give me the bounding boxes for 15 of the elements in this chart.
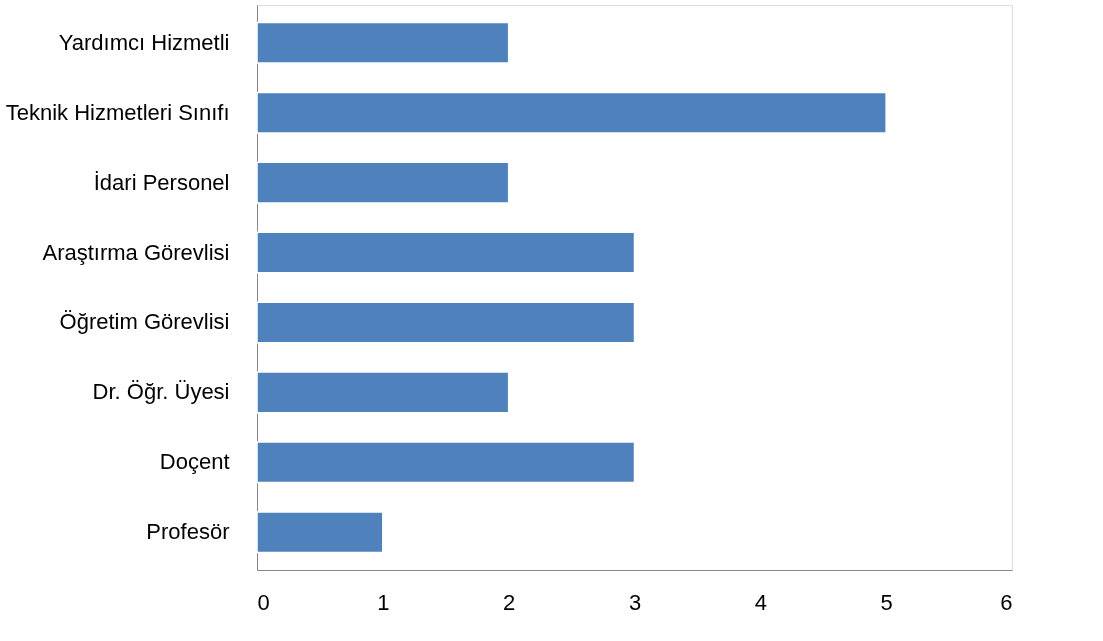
x-tick-label: 6 [1000,589,1013,615]
x-tick-label: 0 [257,589,270,615]
y-tick-label: Araştırma Görevlisi [42,239,230,265]
x-tick-label: 3 [628,589,642,615]
x-tick-label: 2 [503,589,516,615]
y-tick-label: Doçent [159,449,230,475]
x-tick-label: 4 [754,589,767,615]
y-tick-label: Öğretim Görevlisi [59,309,230,335]
x-tick-label: 5 [880,589,893,615]
x-tick-label: 1 [377,589,390,615]
y-tick-label: Profesör [146,519,230,545]
y-tick-label: Teknik Hizmetleri Sınıfı [5,99,230,125]
y-tick-label: İdari Personel [93,169,230,195]
y-tick-label: Dr. Öğr. Üyesi [92,379,230,405]
y-tick-label: Yardımcı Hizmetli [58,29,230,55]
